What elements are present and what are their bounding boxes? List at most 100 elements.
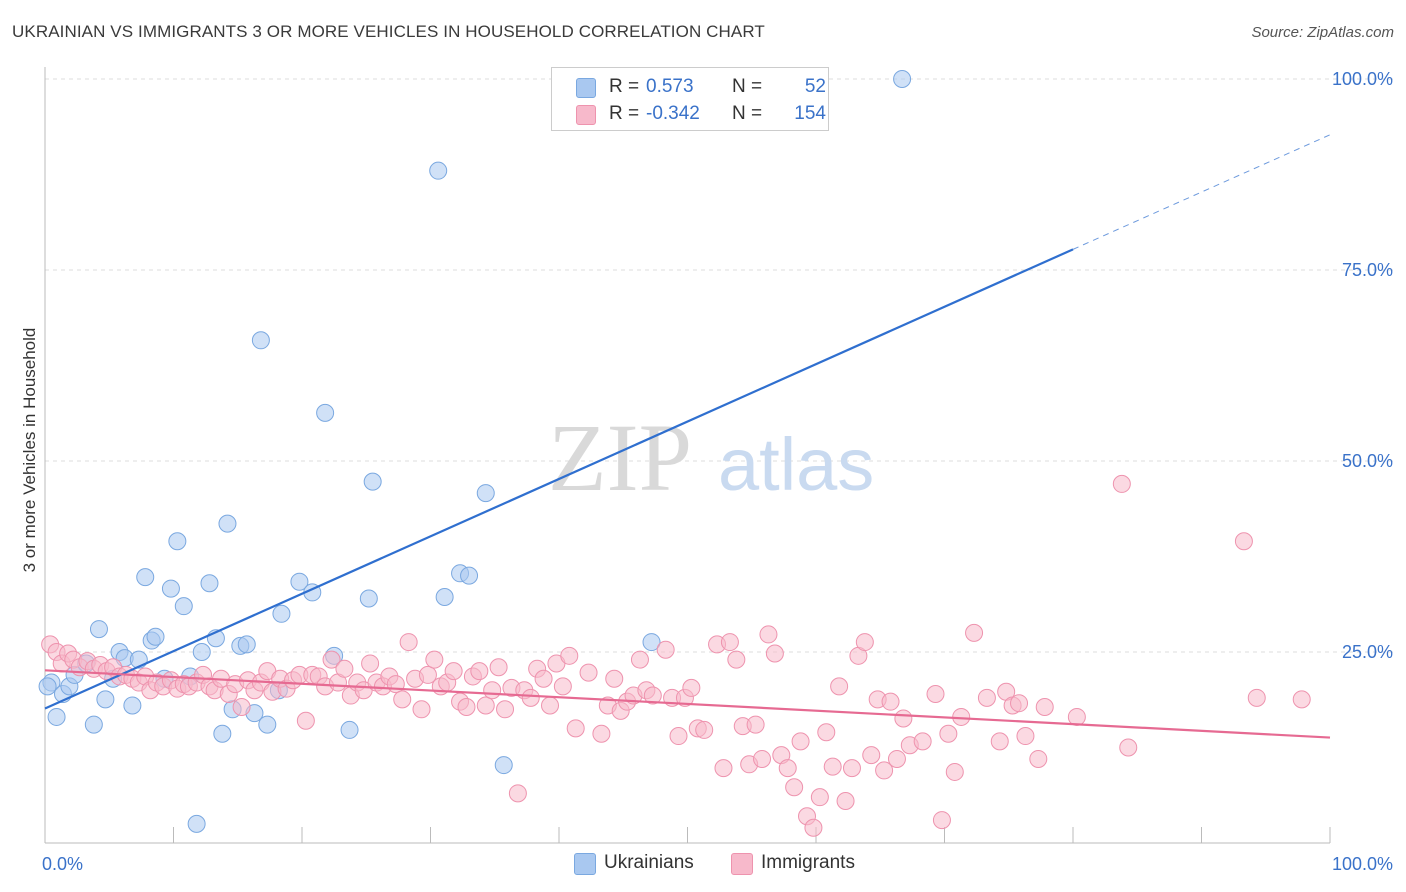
ukrainians-point [258,715,277,734]
bottom-legend-swatch-immigrants [731,853,753,875]
immigrants-point [894,709,913,728]
immigrants-point [1016,727,1035,746]
watermark-atlas: atlas [718,423,874,506]
chart-title: UKRAINIAN VS IMMIGRANTS 3 OR MORE VEHICL… [12,22,765,41]
immigrants-point [913,732,932,751]
tick-labels: 25.0% 50.0% 75.0% 100.0% 0.0% 100.0% [42,69,1393,874]
ukrainians-point [192,643,211,661]
source-label: Source: ZipAtlas.com [1251,24,1394,41]
immigrants-point [579,663,598,682]
ukrainians-point [218,514,237,533]
legend: R = 0.573 N = 52 R = -0.342 N = 154 [551,67,829,131]
ukrainians-point [429,161,448,180]
immigrants-point [553,677,572,696]
ukrainians-point [161,579,180,598]
immigrants-point [1234,532,1253,551]
immigrants-point [457,698,476,717]
immigrants-point [1035,698,1054,717]
immigrants-point [1292,690,1311,709]
immigrants-point [1010,694,1029,713]
immigrants-point [945,762,964,781]
legend-r-label: R = [609,103,640,124]
immigrants-point [335,659,354,678]
ukrainians-trend-extension [1072,134,1331,250]
ukrainians-point [187,814,206,833]
immigrants-point [862,746,881,765]
immigrants-point [778,759,797,778]
immigrants-point [630,650,649,669]
immigrants-point [1119,738,1138,757]
immigrants-point [232,698,251,717]
immigrants-point [842,759,861,778]
ukrainians-point [47,707,66,726]
immigrants-point [418,665,437,684]
immigrants-trend-line [44,669,1331,739]
ukrainians-point [168,532,187,551]
legend-r-label: R = [609,76,640,97]
immigrants-point [425,650,444,669]
ukrainians-point [174,597,193,616]
y-axis-label: 3 or more Vehicles in Household [20,327,39,573]
ukrainians-point [84,715,103,734]
data-points [38,70,1311,837]
ukrainians-trend-line [44,248,1074,710]
legend-r-value: 0.573 [646,76,694,97]
ukrainians-point [363,472,382,491]
immigrants-point [965,623,984,642]
legend-swatch-immigrants [576,105,596,125]
immigrants-point [656,640,675,659]
immigrants-point [804,818,823,837]
immigrants-point [296,711,315,730]
ukrainians-point [460,566,479,585]
immigrants-point [541,696,560,715]
ukrainians-point [359,589,378,608]
immigrants-point [476,696,495,715]
immigrants-point [496,700,515,719]
grid-lines [45,78,1393,653]
immigrants-point [393,690,412,709]
immigrants-point [765,644,784,663]
y-tick-label: 100.0% [1332,69,1393,89]
legend-n-label: N = [732,76,763,97]
immigrants-point [881,692,900,711]
immigrants-point [932,811,951,830]
immigrants-point [990,732,1009,751]
immigrants-point [605,669,624,688]
immigrants-point [592,724,611,743]
y-tick-label: 50.0% [1342,451,1393,471]
immigrants-point [483,681,502,700]
ukrainians-point [435,587,454,606]
immigrants-point [746,715,765,734]
immigrants-point [830,677,849,696]
immigrants-point [1112,474,1131,493]
immigrants-point [875,761,894,780]
x-tick-label: 0.0% [42,854,83,874]
immigrants-point [785,778,804,797]
ukrainians-point [476,484,495,503]
immigrants-point [361,654,380,673]
immigrants-point [566,719,585,738]
ukrainians-point [123,696,142,715]
bottom-legend-label: Immigrants [761,852,855,873]
immigrants-point [753,749,772,768]
immigrants-point [714,759,733,778]
ukrainians-point [642,633,661,652]
ukrainians-point [89,620,108,639]
immigrants-point [322,650,341,669]
legend-r-value: -0.342 [646,103,700,124]
immigrants-point [560,646,579,665]
ukrainians-point [200,574,219,593]
bottom-legend-label: Ukrainians [604,852,694,873]
ukrainians-point [494,756,513,775]
ukrainians-point [237,635,256,654]
immigrants-point [669,727,688,746]
ukrainians-point [251,331,270,350]
ukrainians-point [146,627,165,646]
immigrants-point [412,700,431,719]
ukrainians-point [38,677,57,696]
immigrants-point [926,685,945,704]
immigrants-point [887,749,906,768]
ukrainians-point [290,572,309,591]
immigrants-point [1067,707,1086,726]
immigrants-point [470,662,489,681]
